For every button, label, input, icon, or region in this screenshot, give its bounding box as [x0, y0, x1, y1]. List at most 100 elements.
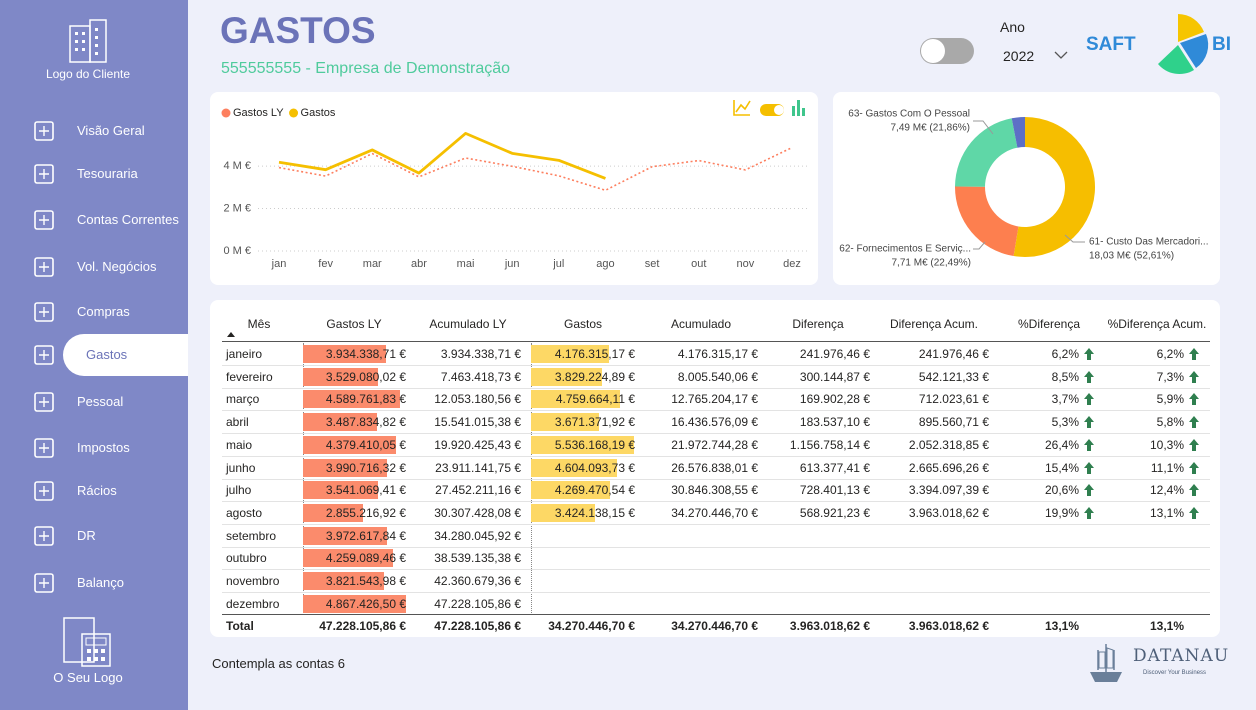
menu-item[interactable]: Compras	[0, 291, 188, 333]
cell: 6,2%	[1051, 347, 1079, 361]
column-header: Acumulado	[670, 317, 732, 331]
cell: 12,4%	[1149, 483, 1184, 498]
column-header: Mês	[247, 317, 271, 331]
year-dropdown[interactable]: 2022	[996, 42, 1072, 68]
menu-item[interactable]: Contas Correntes	[0, 199, 188, 241]
cell: 30.307.428,08 €	[434, 505, 521, 520]
menu-label: Rácios	[77, 483, 117, 498]
footer-note: Contempla as contas 6	[212, 656, 345, 671]
data-bar	[303, 526, 388, 545]
x-tick-label: dez	[783, 258, 801, 270]
data-bar	[303, 481, 378, 500]
cell: 26.576.838,01 €	[671, 460, 758, 475]
up-arrow	[1189, 438, 1199, 451]
y-tick-label: 2 M €	[223, 202, 251, 214]
menu-item[interactable]: Vol. Negócios	[0, 246, 188, 288]
row-rule	[222, 569, 1210, 571]
cell: 4.259.089,46 €	[325, 551, 406, 566]
up-arrow	[1189, 416, 1199, 429]
x-tick-label: mar	[363, 258, 382, 270]
cell: 3,7%	[1051, 392, 1079, 407]
line-chart: 0 M € 2 M € 4 M € jan fev mar abr mai jun jul ago s…	[221, 100, 808, 270]
cell: 19.920.425,43 €	[434, 437, 521, 452]
leader-line	[973, 120, 994, 135]
row-rule	[222, 592, 1210, 593]
cell: 6,2%	[1156, 347, 1184, 361]
data-bar	[303, 549, 394, 568]
bar-axis	[303, 343, 304, 613]
column-header: Diferença Acum.	[889, 317, 979, 331]
data-bar	[303, 594, 406, 613]
row-rule	[222, 501, 1210, 503]
cell: 12.765.204,17 €	[671, 392, 758, 407]
data-bar	[531, 458, 617, 477]
cell: 47.228.105,86 €	[434, 596, 521, 611]
menu-label: Balanço	[77, 575, 124, 590]
cell: 26,4%	[1044, 437, 1079, 452]
row-rule	[222, 455, 1210, 457]
brand-saft: SAFT	[1086, 34, 1136, 55]
page-subtitle: 555555555 - Empresa de Demonstração	[221, 60, 511, 77]
data-bar	[303, 345, 387, 363]
cell: 4.176.315,17 €	[677, 347, 758, 361]
up-arrow	[1189, 393, 1199, 406]
cell: 2.052.318,85 €	[908, 437, 989, 452]
row-label: Total	[226, 619, 254, 633]
menu-item[interactable]: DR	[0, 515, 188, 557]
column-header: Diferença	[792, 317, 844, 331]
up-arrow	[1189, 370, 1199, 383]
data-bar	[303, 572, 384, 590]
cell: 3.934.338,71 €	[325, 347, 406, 361]
cell: 12.053.180,56 €	[434, 392, 521, 407]
menu-item[interactable]: Balanço	[0, 562, 188, 604]
menu-item[interactable]: Rácios	[0, 470, 188, 512]
menu-item[interactable]: Visão Geral	[0, 110, 188, 152]
slice-category: 63- Gastos Com O Pessoal	[848, 109, 970, 120]
y-tick-label: 0 M €	[223, 245, 251, 257]
row-label: janeiro	[226, 347, 263, 361]
up-arrow	[1084, 461, 1094, 474]
column-header: Gastos LY	[326, 317, 382, 331]
cell: 241.976,46 €	[918, 347, 989, 361]
menu-icon	[34, 481, 54, 501]
data-bar	[531, 481, 611, 500]
x-tick-label: mai	[457, 258, 475, 270]
cell: 23.911.141,75 €	[435, 460, 521, 475]
x-tick-label: abr	[411, 258, 427, 270]
x-tick-label: jul	[552, 258, 564, 270]
cell: 5,9%	[1156, 392, 1184, 407]
menu-item[interactable]: Impostos	[0, 427, 188, 469]
slice-value: 18,03 M€ (52,61%)	[1089, 251, 1174, 262]
row-label: abril	[226, 415, 249, 430]
menu-icon	[34, 573, 54, 593]
cell: 712.023,61 €	[918, 392, 989, 407]
cell: 3.990.716,32 €	[325, 460, 406, 475]
data-bar	[531, 503, 595, 522]
cell: 4.759.664,11 €	[555, 392, 635, 407]
data-bar	[303, 435, 396, 454]
cell: 3.829.224,89 €	[554, 369, 635, 384]
x-tick-label: jan	[271, 258, 287, 270]
x-tick-label: jun	[504, 258, 520, 270]
data-bar	[531, 345, 609, 363]
cell: 4.867.426,50 €	[325, 596, 406, 611]
toggle[interactable]	[920, 38, 974, 64]
table: Mês Gastos LY Acumulado LY Gastos Acumulado D…	[210, 300, 1220, 637]
row-rule	[222, 433, 1210, 435]
active-pill	[63, 334, 188, 376]
cell: 169.902,28 €	[799, 392, 870, 407]
menu-label: Contas Correntes	[77, 212, 179, 227]
cell: 3.963.018,62 €	[908, 505, 989, 520]
up-arrow	[1084, 438, 1094, 451]
menu-item[interactable]: Tesouraria	[0, 153, 188, 195]
menu-item[interactable]: Gastos	[0, 334, 188, 376]
cell: 7.463.418,73 €	[440, 369, 521, 384]
cell: 21.972.744,28 €	[671, 437, 758, 452]
cell: 1.156.758,14 €	[789, 437, 870, 452]
x-tick-label: nov	[736, 258, 754, 270]
cell: 300.144,87 €	[799, 369, 870, 384]
header-rule	[222, 341, 1210, 342]
menu-item[interactable]: Pessoal	[0, 381, 188, 423]
column-header: %Diferença	[1017, 317, 1081, 331]
